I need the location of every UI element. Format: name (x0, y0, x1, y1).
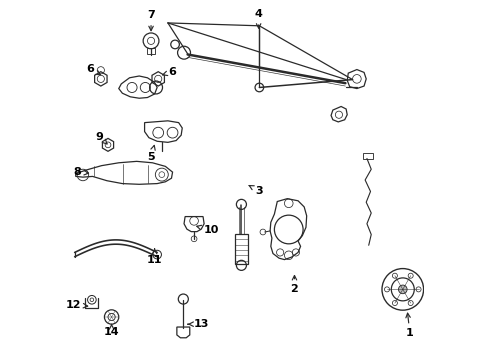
Text: 4: 4 (255, 9, 263, 28)
Text: 8: 8 (74, 167, 89, 177)
Bar (147, 48, 155, 54)
Text: 2: 2 (291, 275, 298, 294)
Text: 10: 10 (197, 225, 219, 235)
Text: 6: 6 (86, 64, 100, 75)
Text: 13: 13 (188, 319, 209, 329)
Text: 9: 9 (96, 132, 107, 144)
Text: 11: 11 (147, 249, 162, 265)
Text: 12: 12 (66, 300, 88, 310)
Text: 14: 14 (104, 324, 120, 337)
Text: 3: 3 (249, 185, 263, 196)
Bar (235, 234, 248, 264)
Text: 1: 1 (406, 313, 414, 338)
Text: 5: 5 (147, 145, 155, 162)
Bar (363, 153, 373, 159)
Circle shape (398, 285, 407, 294)
Text: 7: 7 (147, 10, 155, 31)
Text: 6: 6 (163, 67, 176, 77)
